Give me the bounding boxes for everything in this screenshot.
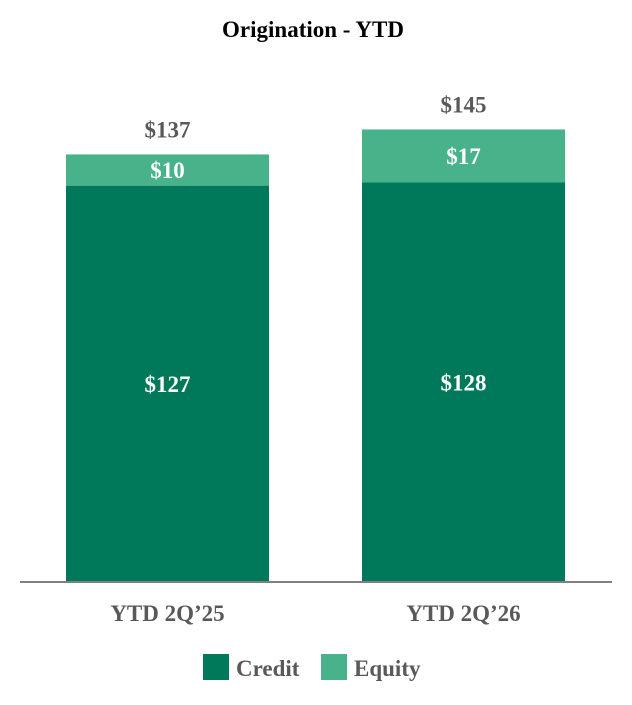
bars-layer	[66, 129, 565, 582]
data-label-credit-2: $128	[441, 370, 487, 395]
labels-layer: $127 $10 $137 YTD 2Q’25 $128 $17 $145 YTD 2Q’26	[110, 92, 520, 626]
data-label-credit-1: $127	[145, 372, 191, 397]
data-label-equity-1: $10	[150, 158, 185, 183]
legend: Credit Equity	[203, 654, 421, 681]
chart-title: Origination - YTD	[222, 17, 404, 42]
total-label-1: $137	[145, 117, 191, 142]
legend-swatch-credit	[203, 654, 229, 680]
bar-equity-1	[66, 154, 269, 186]
legend-swatch-equity	[321, 654, 347, 680]
data-label-equity-2: $17	[446, 144, 481, 169]
x-tick-label-1: YTD 2Q’25	[110, 601, 224, 626]
legend-label-equity: Equity	[354, 656, 421, 681]
legend-label-credit: Credit	[236, 656, 300, 681]
bar-credit-1	[66, 185, 269, 582]
total-label-2: $145	[441, 92, 487, 117]
x-tick-label-2: YTD 2Q’26	[406, 601, 520, 626]
bar-credit-2	[362, 182, 565, 582]
bar-equity-2	[362, 129, 565, 183]
